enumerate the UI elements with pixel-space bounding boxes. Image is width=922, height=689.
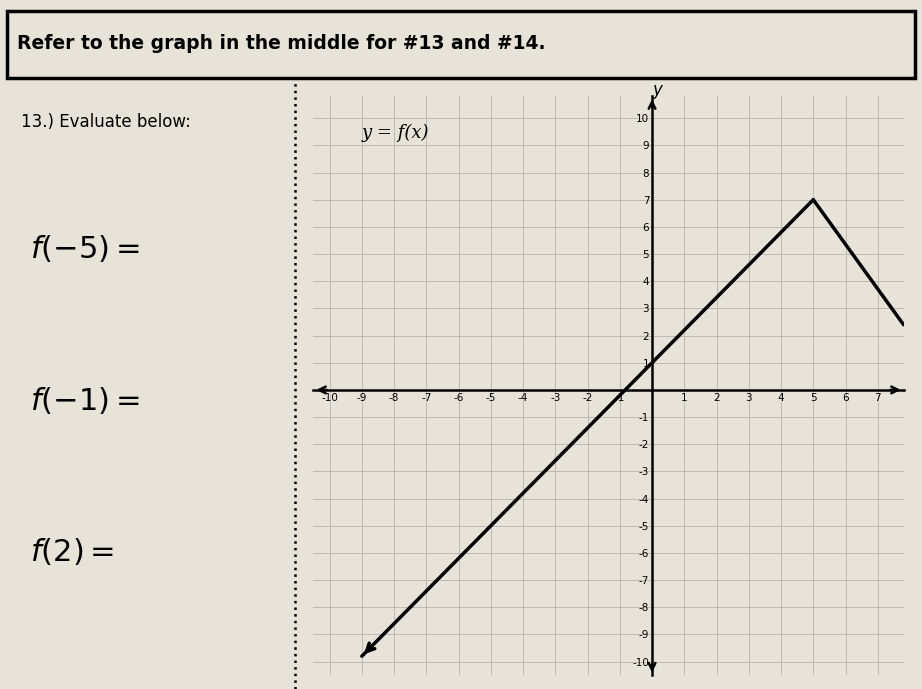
Text: $f(-1) =$: $f(-1) =$ <box>30 386 139 417</box>
Bar <box>7 12 915 78</box>
Text: y = f(x): y = f(x) <box>361 123 430 142</box>
Text: y: y <box>653 81 663 99</box>
Text: Refer to the graph in the middle for #13 and #14.: Refer to the graph in the middle for #13… <box>17 34 545 53</box>
Text: 13.) Evaluate below:: 13.) Evaluate below: <box>20 113 191 131</box>
Text: $f(-5) =$: $f(-5) =$ <box>30 234 139 265</box>
Text: $f(2) =$: $f(2) =$ <box>30 537 113 568</box>
